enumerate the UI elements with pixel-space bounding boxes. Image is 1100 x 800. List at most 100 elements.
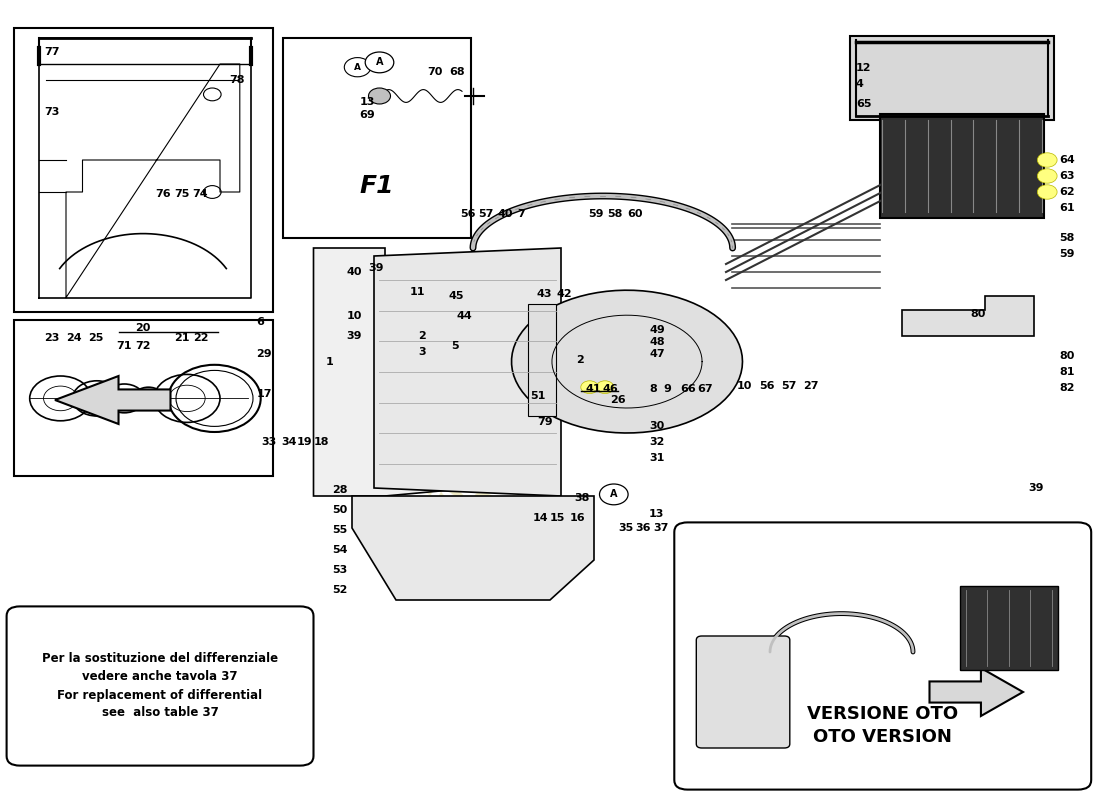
Text: 55: 55	[332, 525, 348, 534]
Circle shape	[344, 58, 371, 77]
Text: 28: 28	[332, 485, 348, 494]
Text: 58: 58	[607, 210, 623, 219]
Text: 11: 11	[409, 287, 425, 297]
Text: 66: 66	[680, 384, 695, 394]
Text: 6: 6	[256, 317, 264, 326]
Text: 75: 75	[174, 189, 189, 198]
Text: 27: 27	[803, 381, 818, 390]
Text: 39: 39	[368, 263, 384, 273]
Text: 16: 16	[570, 513, 585, 522]
Text: apassion: apassion	[336, 408, 588, 584]
Text: 24: 24	[66, 333, 81, 342]
Text: 13: 13	[360, 98, 375, 107]
Text: 8: 8	[649, 384, 657, 394]
Text: 59: 59	[1059, 250, 1075, 259]
Text: 58: 58	[1059, 234, 1075, 243]
Text: 20: 20	[135, 323, 151, 333]
Text: 79: 79	[537, 418, 552, 427]
Text: 76: 76	[155, 189, 170, 198]
Text: 22: 22	[194, 333, 209, 342]
Circle shape	[596, 381, 614, 394]
FancyBboxPatch shape	[696, 636, 790, 748]
FancyBboxPatch shape	[880, 114, 1044, 218]
Polygon shape	[55, 376, 170, 424]
Text: 68: 68	[449, 67, 464, 77]
Text: 5: 5	[451, 341, 459, 350]
Text: 36: 36	[636, 523, 651, 533]
Text: 64: 64	[1059, 155, 1075, 165]
Circle shape	[600, 484, 628, 505]
Text: 32: 32	[649, 437, 664, 446]
Text: 82: 82	[1059, 383, 1075, 393]
FancyBboxPatch shape	[850, 36, 1054, 120]
Polygon shape	[374, 248, 561, 496]
Text: 80: 80	[1059, 351, 1075, 361]
Text: 12: 12	[856, 63, 871, 73]
Polygon shape	[352, 496, 594, 600]
Text: 63: 63	[1059, 171, 1075, 181]
Text: 60: 60	[627, 210, 642, 219]
Text: 49: 49	[649, 325, 664, 334]
Polygon shape	[512, 290, 742, 433]
Text: A: A	[376, 58, 383, 67]
Text: 61: 61	[1059, 203, 1075, 213]
Text: 47: 47	[649, 349, 664, 358]
FancyBboxPatch shape	[14, 320, 273, 476]
Text: 17: 17	[256, 389, 272, 398]
Polygon shape	[528, 304, 556, 416]
Text: 72: 72	[135, 342, 151, 351]
Text: Per la sostituzione del differenziale
vedere anche tavola 37
For replacement of : Per la sostituzione del differenziale ve…	[42, 653, 278, 719]
Text: 25: 25	[88, 333, 103, 342]
Text: 57: 57	[781, 381, 796, 390]
Circle shape	[1037, 169, 1057, 183]
Text: 71: 71	[117, 342, 132, 351]
Text: 57: 57	[478, 210, 494, 219]
Text: 59: 59	[588, 210, 604, 219]
Text: 56: 56	[759, 381, 774, 390]
Text: 10: 10	[737, 381, 752, 390]
Text: 69: 69	[360, 110, 375, 120]
Text: 62: 62	[1059, 187, 1075, 197]
Text: 4: 4	[856, 79, 864, 89]
Circle shape	[1037, 153, 1057, 167]
Circle shape	[581, 381, 598, 394]
Text: 42: 42	[557, 290, 572, 299]
FancyBboxPatch shape	[283, 38, 471, 238]
Text: 54: 54	[332, 545, 348, 554]
Text: 73: 73	[44, 107, 59, 117]
Text: 3: 3	[418, 347, 426, 357]
Text: 23: 23	[44, 333, 59, 342]
Text: 44: 44	[456, 311, 472, 321]
Text: 39: 39	[346, 331, 362, 341]
Text: 35: 35	[618, 523, 634, 533]
Text: 7: 7	[517, 210, 525, 219]
Text: 67: 67	[697, 384, 713, 394]
Text: 43: 43	[537, 290, 552, 299]
Text: 46: 46	[603, 384, 618, 394]
Text: VERSIONE OTO
OTO VERSION: VERSIONE OTO OTO VERSION	[807, 705, 958, 746]
Text: 2: 2	[576, 355, 584, 365]
Polygon shape	[314, 248, 473, 496]
Text: 30: 30	[649, 421, 664, 430]
Text: 51: 51	[530, 391, 546, 401]
Text: 13: 13	[649, 509, 664, 518]
Circle shape	[365, 52, 394, 73]
Text: 65: 65	[856, 99, 871, 109]
Text: 52: 52	[332, 585, 348, 594]
Polygon shape	[902, 296, 1034, 336]
Text: 50: 50	[332, 505, 348, 514]
Text: 33: 33	[262, 437, 277, 446]
Text: 39: 39	[1028, 483, 1044, 493]
Text: A: A	[354, 62, 361, 72]
Text: 48: 48	[649, 338, 664, 347]
FancyBboxPatch shape	[7, 606, 314, 766]
FancyBboxPatch shape	[960, 586, 1058, 670]
Text: A: A	[610, 490, 617, 499]
Text: 81: 81	[1059, 367, 1075, 377]
Text: F1: F1	[360, 174, 394, 198]
FancyBboxPatch shape	[14, 28, 273, 312]
Text: 2: 2	[418, 331, 426, 341]
Polygon shape	[930, 668, 1023, 716]
Text: 53: 53	[332, 565, 348, 574]
Circle shape	[368, 88, 390, 104]
